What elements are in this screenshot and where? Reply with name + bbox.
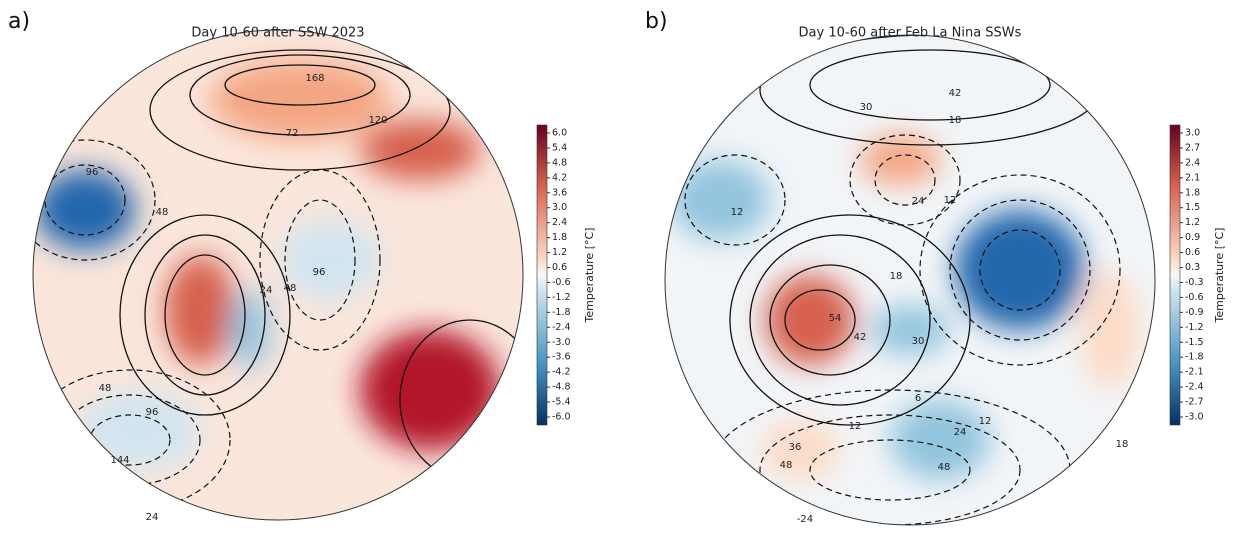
colorbar-tick-label: 3.0 xyxy=(552,202,567,213)
contour-label: 48 xyxy=(156,207,169,218)
contour-label: 36 xyxy=(789,442,802,453)
contour-label: 6 xyxy=(915,393,921,404)
panel-title: Day 10-60 after SSW 2023 xyxy=(191,26,364,41)
colorbar-tick-label: 1.2 xyxy=(552,247,567,258)
contour-label: 54 xyxy=(829,313,842,324)
colorbar-tick-label: 1.5 xyxy=(1185,202,1200,213)
colorbar-tick-label: -1.2 xyxy=(1185,322,1204,333)
colorbar-tick-label: 3.0 xyxy=(1185,128,1200,139)
map-border xyxy=(664,34,1156,526)
contour-label: 24 xyxy=(260,285,273,296)
colorbar-tick-label: 4.2 xyxy=(552,172,567,183)
colorbar-tick-label: -2.4 xyxy=(1185,382,1204,393)
colorbar xyxy=(536,124,548,426)
contour-label: 42 xyxy=(854,332,867,343)
contour-label: 42 xyxy=(949,88,962,99)
colorbar-tick-label: -0.6 xyxy=(1185,292,1204,303)
colorbar-tick-label: 0.6 xyxy=(552,262,567,273)
contour-label: 96 xyxy=(146,407,159,418)
contour-label: 30 xyxy=(860,102,873,113)
colorbar-tick-label: -5.4 xyxy=(552,397,571,408)
contour-label: 18 xyxy=(1116,439,1129,450)
contour-label: 48 xyxy=(938,462,951,473)
colorbar-tick-label: -3.6 xyxy=(552,352,571,363)
colorbar-tick-label: -1.8 xyxy=(1185,352,1204,363)
contour-label: 18 xyxy=(949,115,962,126)
colorbar-tick-label: 1.2 xyxy=(1185,217,1200,228)
colorbar-tick-label: 6.0 xyxy=(552,128,567,139)
colorbar-tick-label: 2.4 xyxy=(552,217,567,228)
contour-label: 30 xyxy=(912,336,925,347)
colorbar-tick-label: 2.1 xyxy=(1185,172,1200,183)
contour-label: 24 xyxy=(912,196,925,207)
panel-title: Day 10-60 after Feb La Nina SSWs xyxy=(799,26,1022,41)
colorbar-tick-label: 2.4 xyxy=(1185,157,1200,168)
contour-label: 120 xyxy=(368,115,387,126)
colorbar-tick-label: 1.8 xyxy=(552,232,567,243)
colorbar-label: Temperature [°C] xyxy=(1213,228,1226,324)
colorbar-tick-label: -0.3 xyxy=(1185,277,1204,288)
colorbar-tick-label: 3.6 xyxy=(552,187,567,198)
panel-label: b) xyxy=(645,9,668,34)
colorbar-tick-label: 5.4 xyxy=(552,142,567,153)
contour-label: 48 xyxy=(780,460,793,471)
colorbar-tick-label: -3.0 xyxy=(1185,412,1204,423)
contour-label: 168 xyxy=(305,73,324,84)
colorbar-tick-label: 0.6 xyxy=(1185,247,1200,258)
contour-label: 144 xyxy=(110,455,129,466)
colorbar-tick-label: -0.9 xyxy=(1185,307,1204,318)
colorbar-tick-label: -1.5 xyxy=(1185,337,1204,348)
contour-label: 96 xyxy=(86,167,99,178)
contour-label: 48 xyxy=(284,283,297,294)
colorbar-tick-label: -3.0 xyxy=(552,337,571,348)
contour-label: 18 xyxy=(890,271,903,282)
contour-label: 72 xyxy=(286,128,299,139)
panel-label: a) xyxy=(8,9,30,34)
contour-label: 24 xyxy=(954,427,967,438)
map-border xyxy=(32,29,524,521)
colorbar-tick-label: -2.1 xyxy=(1185,367,1204,378)
map-a xyxy=(33,30,523,520)
colorbar-tick-label: -4.2 xyxy=(552,367,571,378)
contour-label: 96 xyxy=(313,267,326,278)
colorbar-label: Temperature [°C] xyxy=(583,228,596,324)
map-b xyxy=(665,35,1155,525)
contour-label: 12 xyxy=(731,207,744,218)
colorbar-tick-label: -6.0 xyxy=(552,412,571,423)
colorbar-tick-label: -4.8 xyxy=(552,382,571,393)
contour-label: 12 xyxy=(849,421,862,432)
colorbar-tick-label: -1.8 xyxy=(552,307,571,318)
colorbar xyxy=(1169,124,1181,426)
colorbar-tick-label: 0.3 xyxy=(1185,262,1200,273)
colorbar-tick-label: 4.8 xyxy=(552,157,567,168)
contour-label: 24 xyxy=(146,512,159,523)
contour-label: -24 xyxy=(797,514,813,525)
contour-label: 12 xyxy=(979,416,992,427)
colorbar-tick-label: 0.9 xyxy=(1185,232,1200,243)
colorbar-tick-label: -1.2 xyxy=(552,292,571,303)
colorbar-tick-label: -2.7 xyxy=(1185,397,1204,408)
colorbar-tick-label: 2.7 xyxy=(1185,142,1200,153)
colorbar-tick-label: -0.6 xyxy=(552,277,571,288)
colorbar-tick-label: -2.4 xyxy=(552,322,571,333)
contour-label: 48 xyxy=(99,383,112,394)
contour-label: 12 xyxy=(944,195,957,206)
colorbar-tick-label: 1.8 xyxy=(1185,187,1200,198)
